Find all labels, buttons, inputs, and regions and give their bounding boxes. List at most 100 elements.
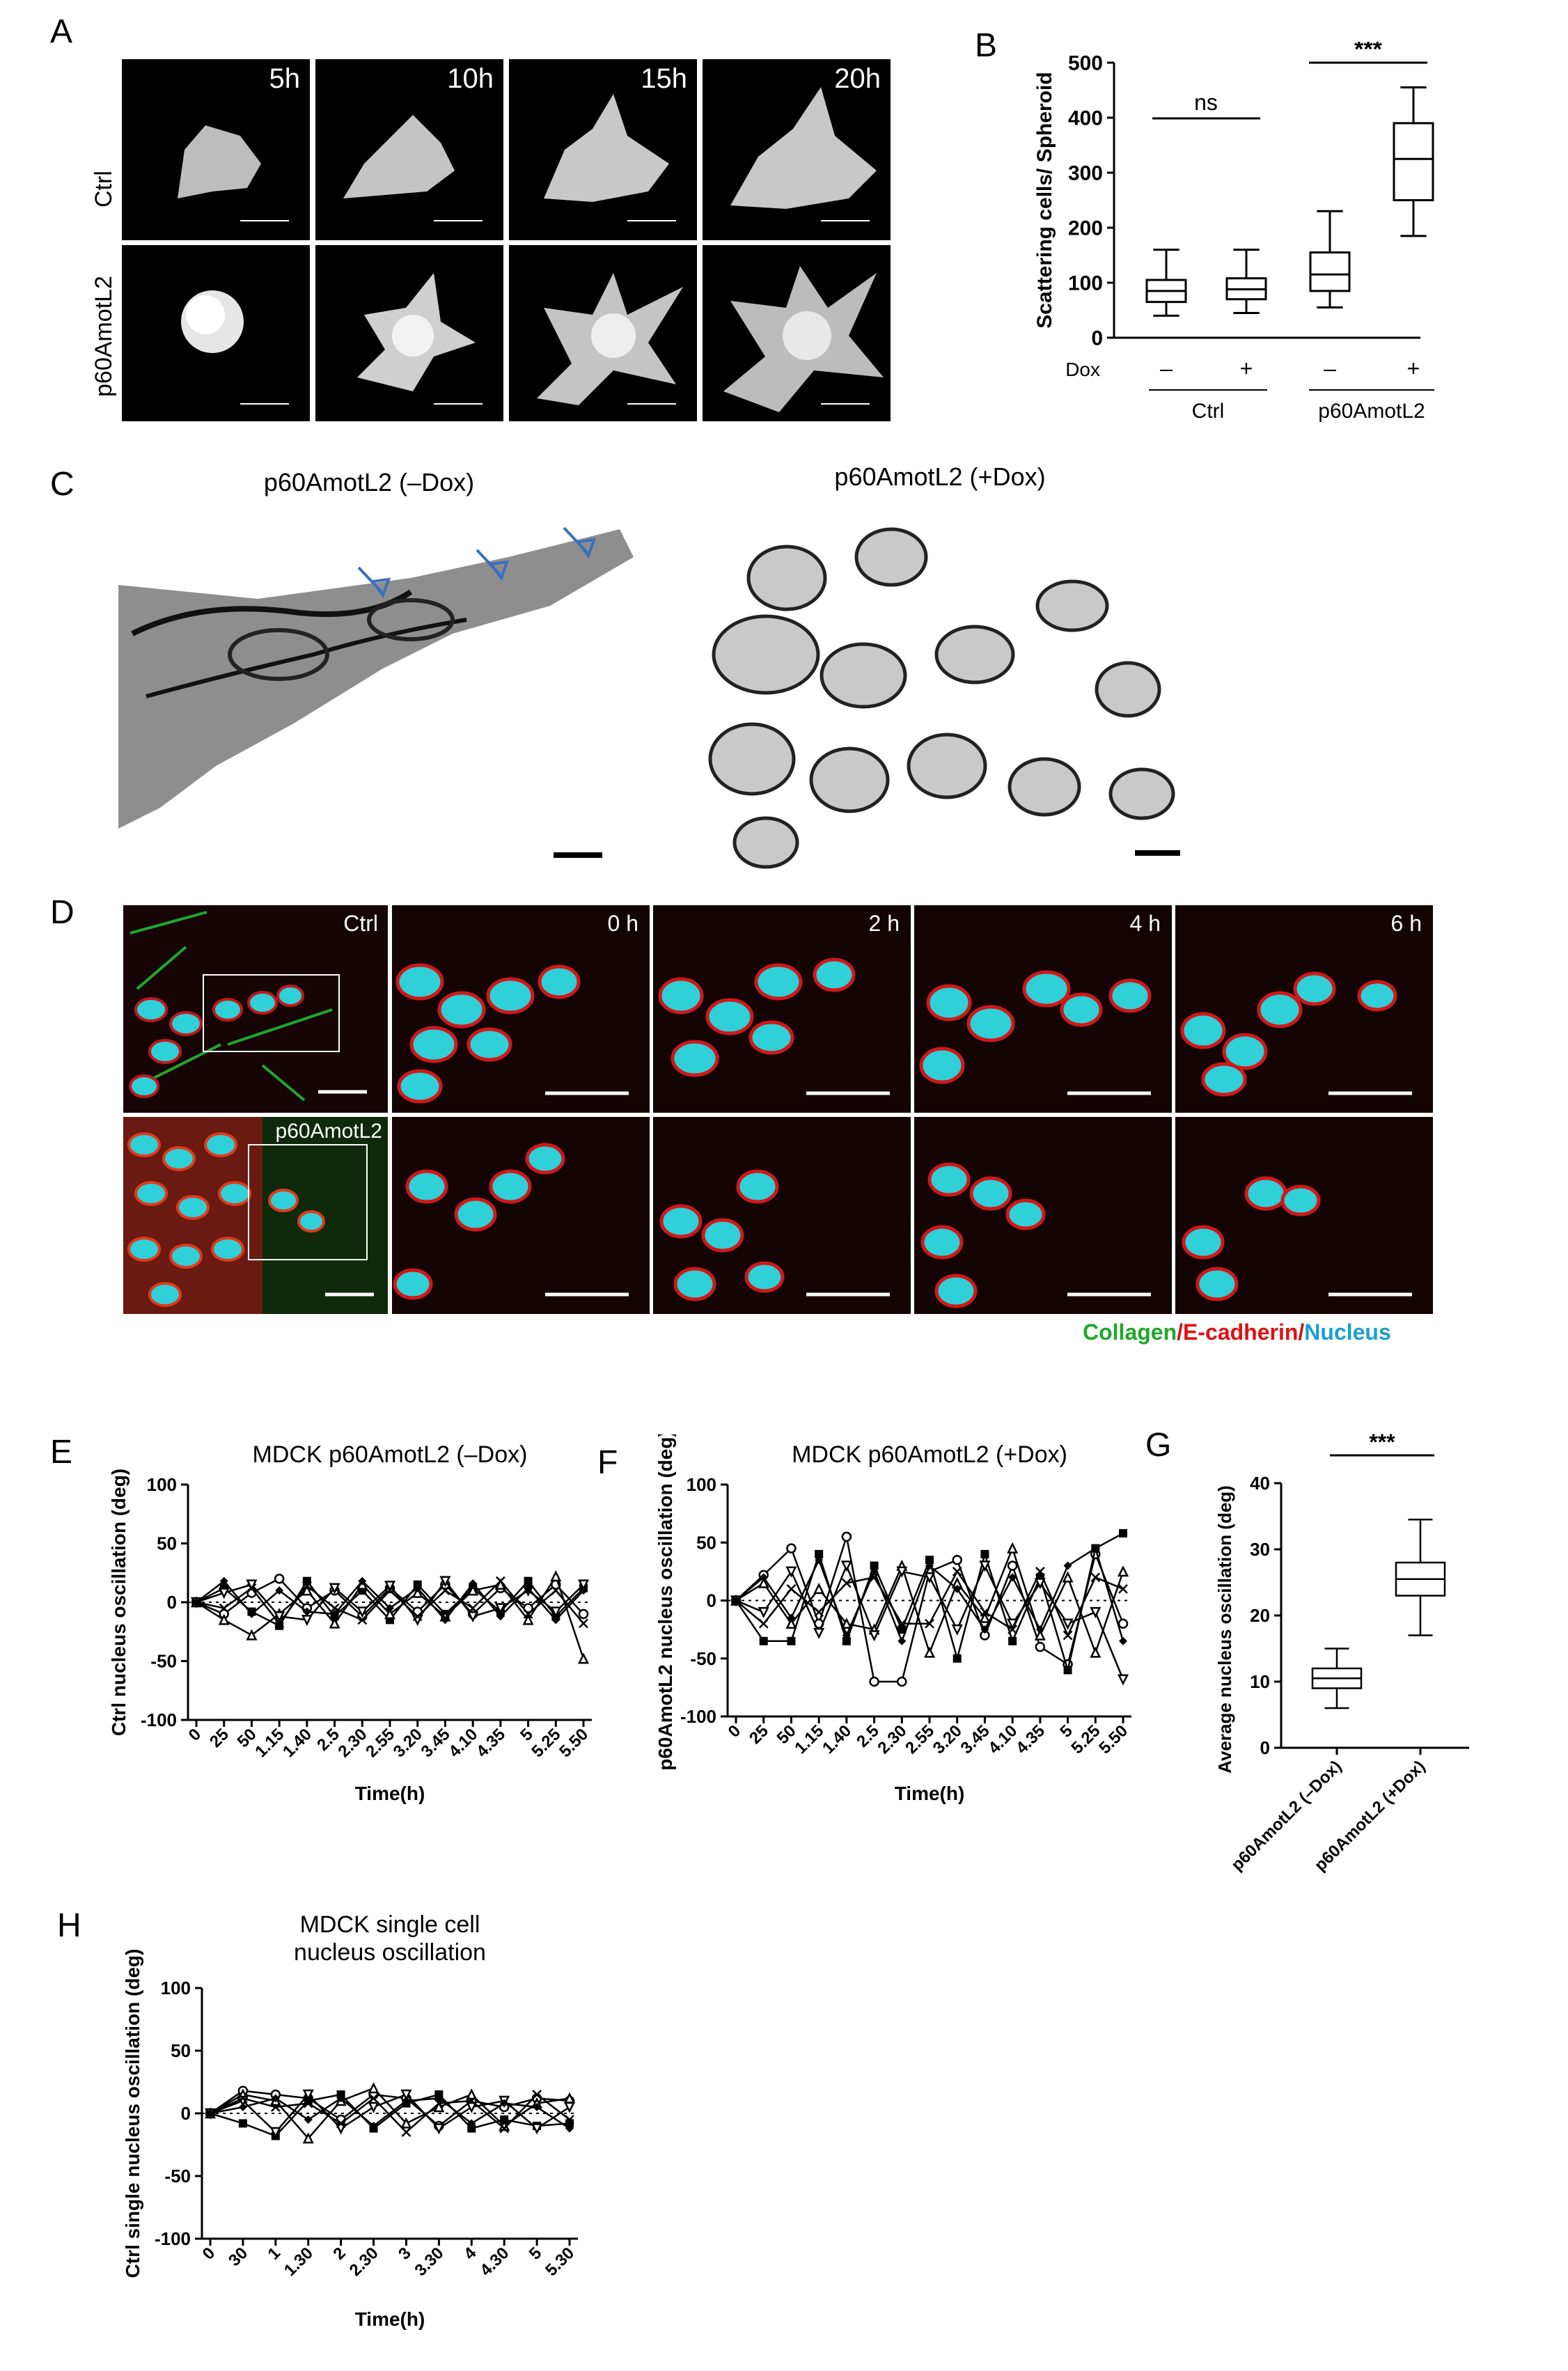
micrograph-ctrl-10h: 10h	[315, 59, 503, 240]
panel-label-d: D	[50, 894, 75, 931]
x-tick-label: 1.15	[791, 1721, 827, 1758]
y-axis-label: Scattering cells/ Spheroid	[1033, 72, 1056, 328]
data-point	[787, 1636, 796, 1645]
data-point	[329, 1617, 340, 1629]
data-point	[467, 1611, 479, 1623]
micrograph-p60-20h	[703, 245, 891, 421]
timepoint-label: 10h	[447, 63, 494, 94]
data-point	[411, 1586, 423, 1598]
micrograph-c-plus-dox	[682, 515, 1225, 877]
y-tick-label: -100	[680, 1706, 716, 1727]
x-tick-label: 2.30	[334, 1725, 370, 1761]
y-tick-label: 100	[1068, 272, 1103, 295]
data-point	[1035, 1641, 1046, 1652]
data-point	[869, 1676, 879, 1687]
data-point	[1034, 1629, 1046, 1641]
micrograph-d-ctrl-overview: Ctrl	[123, 905, 388, 1113]
data-point	[218, 1613, 230, 1625]
x-tick-label: 1.15	[251, 1725, 288, 1761]
data-point	[1062, 1618, 1074, 1630]
y-tick-label: 500	[1068, 52, 1103, 75]
data-point	[814, 1607, 824, 1618]
data-point	[979, 1611, 991, 1623]
legend-collagen: Collagen	[1083, 1320, 1177, 1345]
micrograph-label: p60AmotL2	[275, 1120, 382, 1143]
data-point	[563, 2102, 576, 2113]
data-point	[786, 1583, 797, 1594]
data-point	[925, 1561, 934, 1570]
data-point	[979, 1560, 991, 1572]
y-tick-label: -100	[155, 2228, 191, 2249]
y-axis-label: Ctrl nucleus oscillation (deg)	[108, 1469, 130, 1736]
data-point	[897, 1636, 907, 1645]
data-point	[842, 1636, 851, 1645]
x-tick-label: 2.55	[362, 1725, 398, 1761]
data-point	[1007, 1542, 1019, 1554]
data-point	[550, 1606, 562, 1618]
series-0	[730, 1531, 1129, 1687]
x-tick-label: 1.40	[819, 1721, 855, 1758]
x-tick-label: 1.30	[281, 2244, 317, 2280]
timepoint-label: 6 h	[1390, 911, 1422, 936]
data-point	[1062, 1571, 1074, 1583]
data-point	[301, 1581, 312, 1591]
data-point	[301, 1584, 313, 1596]
micrograph-d-ctrl-0h: 0 h	[392, 905, 650, 1113]
data-point	[952, 1654, 962, 1663]
micrograph-d-p60-4h	[914, 1117, 1172, 1314]
data-point	[758, 1576, 769, 1588]
data-point	[304, 2115, 313, 2124]
micrograph-ctrl-20h: 20h	[703, 59, 891, 240]
data-point	[759, 1636, 768, 1645]
x-tick-label: 4	[460, 2244, 480, 2264]
series-3	[730, 1560, 1129, 1686]
data-point	[1034, 1578, 1046, 1590]
data-point	[302, 1607, 311, 1616]
data-point	[579, 1618, 588, 1629]
data-point	[1091, 1544, 1100, 1553]
x-tick-label: 0	[199, 2244, 219, 2264]
y-tick-label: 0	[167, 1592, 177, 1613]
y-tick-label: 100	[687, 1474, 716, 1495]
series-line	[210, 2093, 570, 2134]
data-point	[523, 1609, 533, 1619]
x-tick-label: 4.10	[445, 1725, 481, 1761]
series-5	[205, 2090, 574, 2137]
data-point	[532, 2090, 542, 2099]
data-point	[412, 1611, 423, 1622]
timepoint-label: 4 h	[1129, 911, 1161, 936]
timepoint-label: 5h	[269, 63, 301, 94]
data-point	[952, 1554, 962, 1565]
dox-sign: +	[1407, 356, 1420, 381]
box-0	[1311, 1648, 1363, 1709]
series-line	[210, 2093, 570, 2134]
data-point	[868, 1630, 880, 1642]
timepoint-label: 20h	[834, 63, 881, 94]
data-point	[758, 1606, 769, 1618]
x-tick-label: 3.20	[390, 1725, 426, 1761]
data-point	[433, 2101, 445, 2113]
data-point	[219, 1603, 229, 1613]
box-1	[1395, 1519, 1446, 1636]
data-point	[336, 2118, 346, 2129]
micrograph-d-p60-2h	[653, 1117, 911, 1314]
data-point	[219, 1576, 228, 1586]
x-tick-label: 3	[395, 2244, 415, 2264]
data-point	[384, 1581, 396, 1593]
data-point	[785, 1618, 797, 1629]
box-3	[1393, 86, 1434, 237]
micrograph-d-p60-overview: p60AmotL2	[123, 1117, 388, 1314]
y-tick-label: 400	[1068, 107, 1103, 130]
data-point	[1119, 1528, 1127, 1537]
data-point	[1008, 1625, 1018, 1635]
data-point	[1117, 1674, 1129, 1686]
y-tick-label: 50	[696, 1532, 716, 1553]
x-tick-label: 1	[265, 2244, 285, 2264]
data-point	[815, 1549, 824, 1558]
sig-label: ***	[1354, 42, 1382, 63]
x-axis-label: Time(h)	[355, 2308, 425, 2330]
data-point	[841, 1578, 852, 1588]
x-tick-label: 5.50	[1095, 1721, 1131, 1758]
y-tick-label: 300	[1068, 162, 1103, 185]
